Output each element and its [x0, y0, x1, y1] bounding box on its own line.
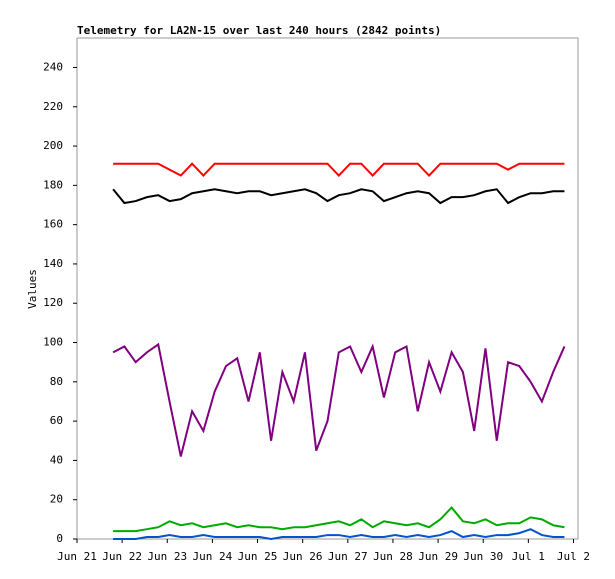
x-tick-label: Jun 26: [283, 550, 323, 563]
series-line: [113, 162, 565, 177]
y-tick-label: 60: [50, 414, 63, 427]
y-tick-label: 40: [50, 453, 63, 466]
x-tick-label: Jun 22: [102, 550, 142, 563]
series-line: [112, 342, 566, 457]
x-tick-label: Jul 2: [557, 550, 590, 563]
x-tick-label: Jun 28: [373, 550, 413, 563]
y-tick-label: 220: [43, 100, 63, 113]
y-tick-label: 200: [43, 139, 63, 152]
x-tick-label: Jun 30: [463, 550, 503, 563]
y-tick-label: 80: [50, 375, 63, 388]
chart-title: Telemetry for LA2N-15 over last 240 hour…: [77, 24, 441, 37]
x-tick-label: Jul 1: [512, 550, 545, 563]
y-axis-label: Values: [26, 269, 39, 309]
y-tick-label: 180: [43, 178, 63, 191]
x-tick-label: Jun 21: [57, 550, 97, 563]
y-tick-label: 120: [43, 296, 63, 309]
x-tick-label: Jun 29: [418, 550, 458, 563]
plot-frame: [76, 37, 579, 540]
series-line: [112, 188, 565, 205]
x-tick-label: Jun 25: [238, 550, 278, 563]
x-tick-label: Jun 23: [147, 550, 187, 563]
y-tick-label: 140: [43, 257, 63, 270]
x-tick-label: Jun 27: [328, 550, 368, 563]
y-tick-label: 240: [43, 60, 63, 73]
series-line: [113, 528, 565, 541]
y-tick-label: 20: [50, 493, 63, 506]
y-tick-label: 100: [43, 336, 63, 349]
series-line: [113, 506, 565, 533]
y-tick-label: 160: [43, 218, 63, 231]
y-tick-label: 0: [56, 532, 63, 545]
x-tick-label: Jun 24: [193, 550, 233, 563]
